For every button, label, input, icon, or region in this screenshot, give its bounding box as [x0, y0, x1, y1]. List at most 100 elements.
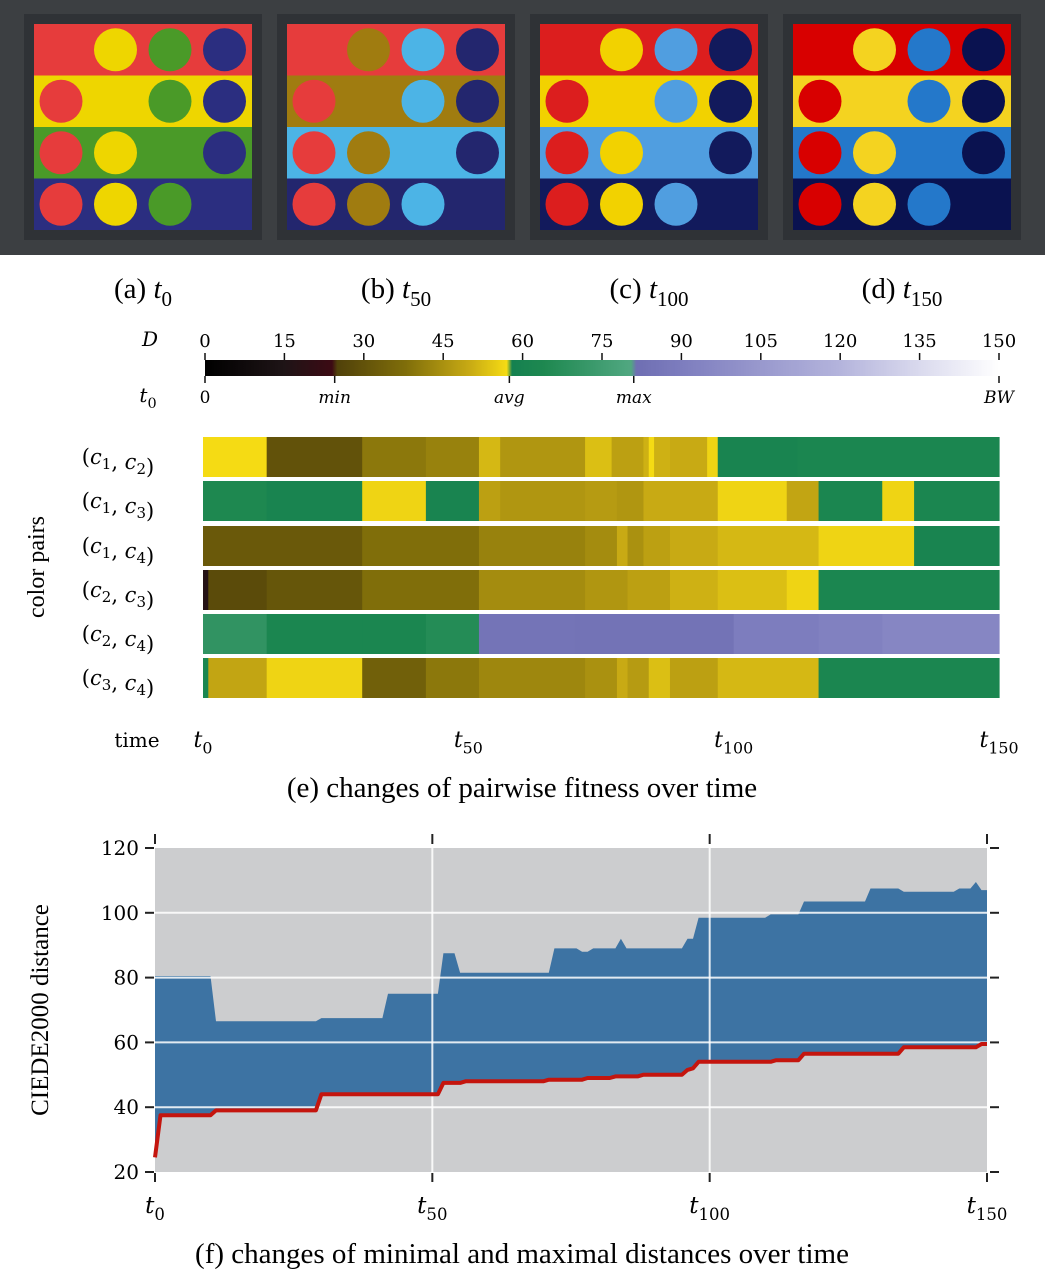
fitness-segment — [717, 570, 788, 610]
pair-label-2: (c1, c4) — [82, 534, 154, 568]
colorbar-tick-label: 0 — [199, 331, 210, 352]
palette-swatch-0-2 — [654, 28, 698, 72]
pair-time-tick-1: t50 — [454, 728, 483, 758]
pair-label-part: c — [90, 489, 102, 513]
colorbar-tick-label: 45 — [432, 331, 455, 352]
fitness-segment — [818, 526, 915, 566]
pair-label-5: (c3, c4) — [82, 666, 154, 700]
fitness-segment — [786, 481, 820, 521]
colorbar-tick-label: 60 — [511, 331, 534, 352]
colorbar-tick-label: 75 — [591, 331, 614, 352]
pair-label-3: (c2, c3) — [82, 578, 154, 612]
caption-t: t — [402, 273, 411, 305]
colorbar-tick-label: 90 — [670, 331, 693, 352]
palette-swatch-2-1 — [94, 131, 137, 175]
caption-sub: 0 — [162, 287, 173, 311]
pair-label-part: c — [125, 539, 137, 563]
palette-swatch-1-0 — [798, 79, 842, 123]
pair-row-2: (c1, c4) — [82, 526, 1000, 568]
y-tick-label: 20 — [114, 1160, 139, 1184]
x-tick-label-1-t: t — [417, 1193, 427, 1219]
y-tick-label: 80 — [114, 966, 139, 990]
pair-label-part: 2 — [102, 588, 112, 606]
caption-t: t — [153, 273, 162, 305]
pair-label-part: 3 — [136, 593, 146, 611]
pair-label-part: c — [125, 494, 137, 518]
x-tick-label-0-sub: 0 — [154, 1205, 165, 1224]
palette-panel-2: (c) t100 — [530, 14, 768, 311]
palette-swatch-2-0 — [798, 131, 842, 175]
fitness-segment — [585, 481, 618, 521]
x-tick-label-1-sub: 50 — [426, 1205, 447, 1224]
fitness-segment — [362, 437, 427, 477]
pair-time-tick-0-sub: 0 — [202, 739, 212, 758]
fitness-segment — [203, 614, 268, 654]
palette-caption-3: (d) t150 — [862, 273, 943, 311]
palette-swatch-2-0 — [39, 131, 83, 175]
pair-label-part: ( — [82, 534, 90, 558]
palette-caption-2: (c) t100 — [610, 273, 689, 311]
x-tick-label-2-t: t — [689, 1193, 699, 1219]
pair-label-part: 3 — [102, 676, 112, 694]
colorbar-marker-label: max — [616, 388, 652, 408]
palette-swatch-0-2 — [401, 28, 445, 72]
colorbar-tick-label: 135 — [902, 331, 936, 352]
colorbar-marker-label: avg — [494, 388, 525, 408]
fitness-segment — [611, 437, 645, 477]
fitness-segment — [500, 481, 586, 521]
area-caption: (f) changes of minimal and maximal dista… — [195, 1238, 849, 1270]
fitness-segment — [914, 526, 1000, 566]
fitness-segment — [478, 437, 501, 477]
fitness-segment — [643, 481, 719, 521]
pair-label-part: ) — [146, 499, 154, 523]
pairwise-fitness-chart: (c1, c2)(c1, c3)(c1, c4)(c2, c3)(c2, c4)… — [24, 437, 1019, 804]
palette-swatch-1-0 — [39, 79, 83, 123]
fitness-segment — [818, 570, 1000, 610]
palette-swatch-3-2 — [401, 182, 445, 226]
x-tick-label-1: t50 — [417, 1193, 447, 1224]
pair-label-part: ( — [82, 445, 90, 469]
fitness-segment — [574, 614, 735, 654]
palette-swatch-3-2 — [148, 182, 192, 226]
pair-row-4: (c2, c4) — [82, 614, 1000, 656]
pair-time-tick-0-t: t — [194, 728, 203, 753]
fitness-segment — [818, 658, 1000, 698]
fitness-segment — [914, 481, 1000, 521]
caption-sub: 150 — [911, 287, 943, 311]
palette-swatch-2-1 — [853, 131, 896, 175]
palette-swatch-1-0 — [545, 79, 589, 123]
palette-swatch-3-0 — [798, 182, 842, 226]
caption-prefix: (c) — [610, 273, 649, 305]
pair-label-part: c — [125, 671, 137, 695]
palette-swatch-0-1 — [94, 28, 137, 72]
palette-swatch-2-3 — [962, 131, 1005, 175]
fitness-segment — [818, 614, 883, 654]
pair-label-part: 4 — [136, 681, 146, 699]
palette-swatch-0-3 — [203, 28, 246, 72]
palette-swatch-0-3 — [456, 28, 499, 72]
pair-time-tick-2: t100 — [714, 728, 753, 758]
caption-prefix: (d) — [862, 273, 903, 305]
pair-label-part: ( — [82, 578, 90, 602]
fitness-segment — [627, 526, 645, 566]
palette-swatch-1-2 — [907, 79, 951, 123]
x-tick-label-3: t150 — [967, 1193, 1008, 1224]
y-axis-label: CIEDE2000 distance — [27, 904, 54, 1116]
palette-swatch-2-3 — [203, 131, 246, 175]
fitness-segment — [669, 658, 719, 698]
palette-swatch-3-1 — [94, 182, 137, 226]
min-distance-line — [153, 1042, 987, 1158]
fitness-segment — [203, 437, 268, 477]
fitness-segment — [585, 658, 618, 698]
pair-label-0: (c1, c2) — [82, 445, 154, 479]
pair-label-part: c — [90, 622, 102, 646]
pair-label-part: ( — [82, 666, 90, 690]
fitness-segment — [627, 658, 650, 698]
palette-swatch-1-3 — [962, 79, 1005, 123]
pair-time-tick-3-sub: 150 — [988, 739, 1018, 758]
palette-swatch-0-3 — [709, 28, 752, 72]
colorbar-t0-label: t0 — [139, 383, 156, 412]
